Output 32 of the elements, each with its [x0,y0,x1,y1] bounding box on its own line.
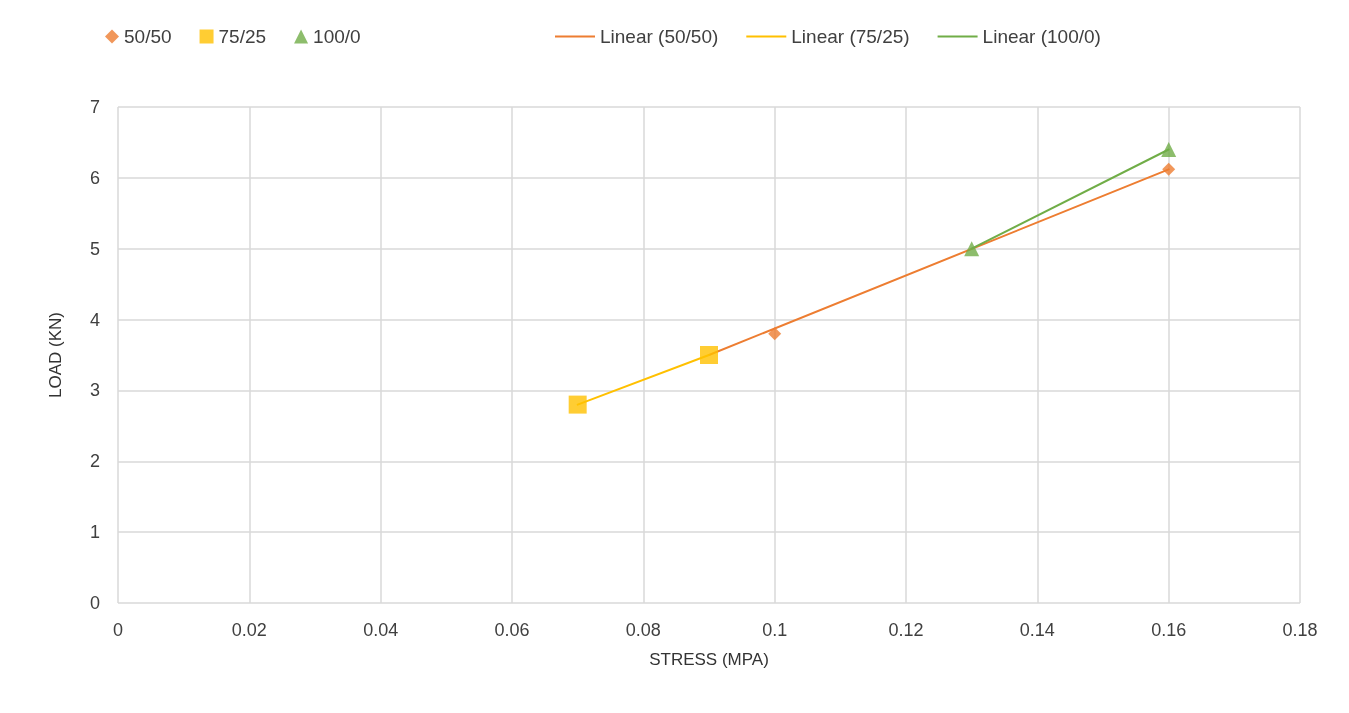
x-tick-label: 0.18 [1282,620,1318,640]
y-tick-label: 7 [89,97,100,117]
x-tick-label: 0.08 [625,620,661,640]
x-tick-label: 0.06 [494,620,530,640]
legend-label: 50/50 [124,26,172,47]
x-tick-label: 0.16 [1151,620,1187,640]
y-tick-label: 4 [89,309,100,330]
y-tick-label: 6 [89,167,100,188]
point [700,346,718,364]
x-tick-label: 0.1 [762,620,788,640]
legend-label: 75/25 [218,26,267,47]
y-tick-label: 0 [89,593,100,613]
point [768,327,782,341]
legend-label: Linear (75/25) [791,26,910,47]
y-tick-label: 3 [89,380,100,401]
point [964,241,980,257]
x-axis-title: STRESS (MPA) [649,650,769,669]
y-tick-label: 5 [89,238,100,259]
x-tick-label: 0.02 [231,620,267,640]
x-tick-label: 0.04 [363,620,399,640]
point [1162,162,1176,176]
y-axis-title: LOAD (KN) [46,312,65,398]
x-tick-label: 0.12 [888,620,924,640]
legend-label: Linear (100/0) [982,26,1101,47]
legend-label: Linear (50/50) [600,26,719,47]
y-tick-label: 1 [89,522,100,543]
point [1161,142,1177,158]
x-tick-label: 0 [112,620,124,640]
x-tick-label: 0.14 [1019,620,1055,640]
legend-label: 100/0 [313,26,361,47]
point [568,395,587,414]
y-tick-label: 2 [89,451,100,472]
